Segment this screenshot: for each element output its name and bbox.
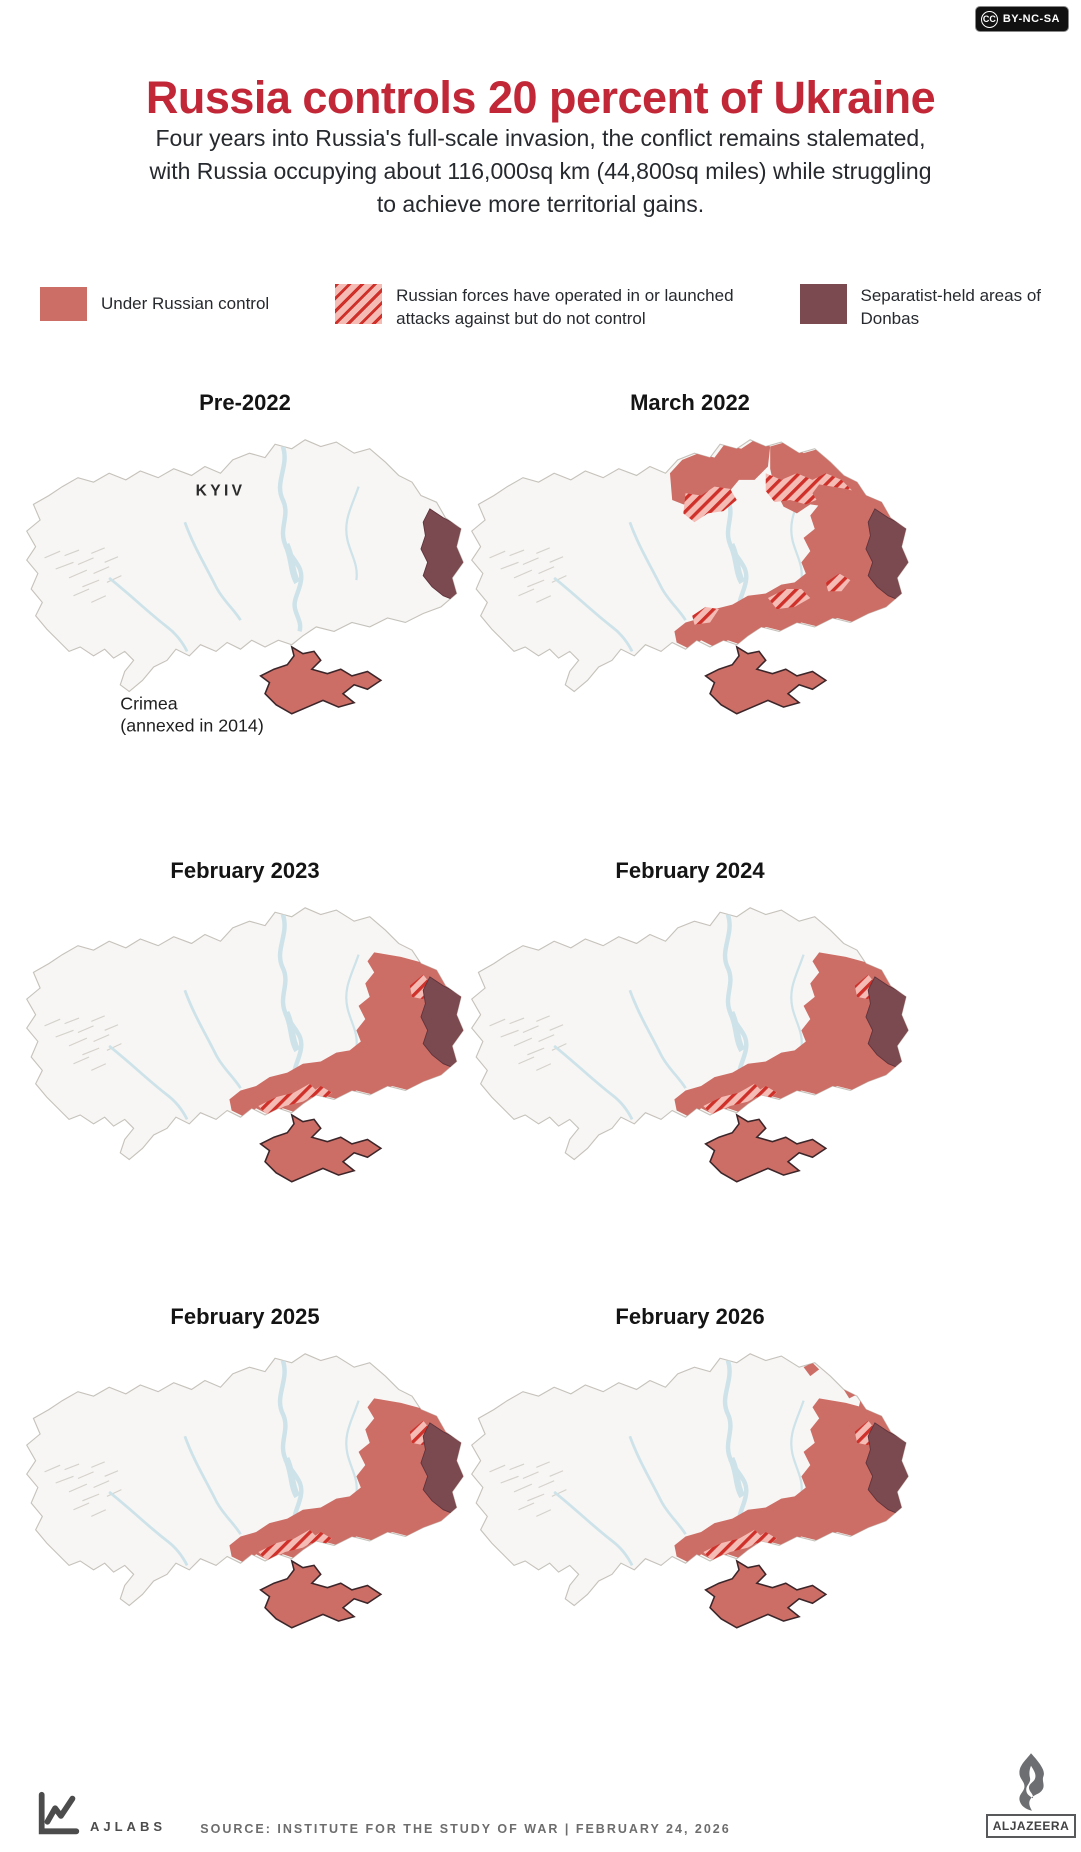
map-cell-pre-2022: Pre-2022 KYIV Crimea (annexed in 2014) bbox=[0, 390, 490, 747]
map-title: Pre-2022 bbox=[199, 390, 291, 415]
map-february-2026 bbox=[445, 1336, 935, 1629]
map-pre-2022: KYIV Crimea (annexed in 2014) bbox=[0, 422, 490, 736]
page-subtitle: Four years into Russia's full-scale inva… bbox=[0, 122, 1081, 221]
legend-item-attacked-not-controlled: Russian forces have operated in or launc… bbox=[335, 284, 734, 330]
subtitle-line: to achieve more territorial gains. bbox=[376, 191, 705, 217]
map-cell-february-2023: February 2023 bbox=[0, 858, 490, 1215]
legend-label-line: Russian forces have operated in or launc… bbox=[396, 286, 734, 305]
map-march-2022 bbox=[445, 422, 935, 715]
cc-license-badge[interactable]: CC BY-NC-SA bbox=[974, 6, 1069, 32]
map-title: February 2026 bbox=[615, 1304, 765, 1329]
map-title: March 2022 bbox=[630, 390, 750, 415]
map-title: February 2023 bbox=[170, 858, 320, 883]
crimea-label: Crimea bbox=[120, 693, 177, 713]
map-cell-february-2024: February 2024 bbox=[445, 858, 935, 1215]
legend-label-line: Donbas bbox=[860, 309, 920, 328]
kyiv-label: KYIV bbox=[196, 482, 246, 499]
page-title: Russia controls 20 percent of Ukraine bbox=[145, 72, 936, 124]
subtitle-line: Four years into Russia's full-scale inva… bbox=[155, 125, 926, 151]
map-february-2023 bbox=[0, 890, 490, 1183]
source-attribution: SOURCE: INSTITUTE FOR THE STUDY OF WAR |… bbox=[200, 1822, 731, 1836]
legend-swatch-solid bbox=[40, 287, 87, 321]
legend-label: Under Russian control bbox=[101, 294, 270, 313]
aljazeera-flame-icon bbox=[1019, 1753, 1044, 1811]
subtitle-line: with Russia occupying about 116,000sq km… bbox=[149, 158, 932, 184]
legend-item-separatist-held: Separatist-held areas of Donbas bbox=[799, 284, 1042, 330]
ajlabs-logo: AJLABS bbox=[34, 1788, 166, 1840]
ajlabs-label: AJLABS bbox=[90, 1819, 167, 1834]
legend-swatch-dark bbox=[799, 284, 847, 324]
legend-item-under-russian-control: Under Russian control bbox=[40, 284, 269, 324]
map-february-2024 bbox=[445, 890, 935, 1183]
cc-icon: CC bbox=[980, 10, 998, 28]
legend-label: Russian forces have operated in or launc… bbox=[396, 284, 733, 330]
map-title: February 2025 bbox=[170, 1304, 320, 1329]
crimea-label-note: (annexed in 2014) bbox=[120, 716, 263, 736]
cc-license-label: BY-NC-SA bbox=[1002, 13, 1060, 25]
legend-label: Separatist-held areas of Donbas bbox=[861, 284, 1042, 330]
aljazeera-wordmark: ALJAZEERA bbox=[985, 1814, 1077, 1838]
map-cell-february-2026: February 2026 bbox=[445, 1304, 935, 1661]
map-february-2025 bbox=[0, 1336, 490, 1629]
legend: Under Russian control Russian forces hav… bbox=[40, 284, 1041, 330]
map-cell-february-2025: February 2025 bbox=[0, 1304, 490, 1661]
map-title: February 2024 bbox=[615, 858, 765, 883]
map-cell-march-2022: March 2022 bbox=[445, 390, 935, 747]
legend-label-line: Separatist-held areas of bbox=[860, 286, 1042, 305]
legend-swatch-hatched bbox=[335, 284, 383, 324]
legend-label-line: attacks against but do not control bbox=[396, 309, 646, 328]
aljazeera-logo: ALJAZEERA bbox=[985, 1752, 1077, 1838]
ajlabs-chart-icon bbox=[38, 1791, 80, 1835]
